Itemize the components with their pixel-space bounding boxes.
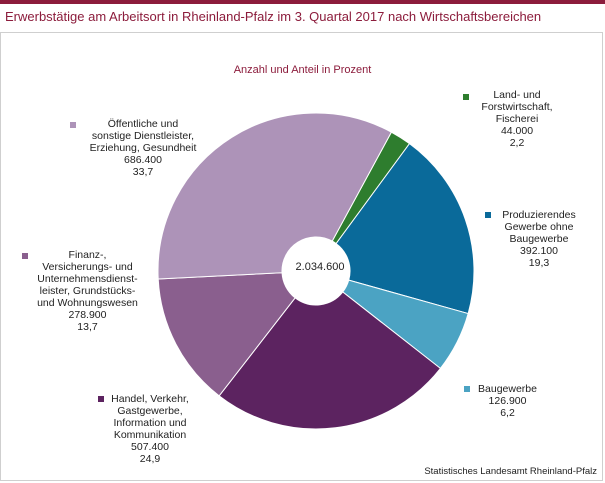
slice-label-text: Produzierendes	[502, 209, 576, 221]
slice-label-text: Baugewerbe	[509, 233, 569, 245]
donut-center-total: 2.034.600	[295, 261, 345, 273]
donut-hole	[282, 237, 350, 305]
legend-swatch-0	[463, 94, 469, 100]
slice-value-label: 507.400	[131, 441, 169, 453]
slice-label-text: Fischerei	[495, 113, 539, 125]
chart-title: Erwerbstätige am Arbeitsort in Rheinland…	[5, 9, 542, 24]
slice-percent-label: 24,9	[139, 453, 161, 465]
slice-value-label: 44.000	[500, 125, 534, 137]
slice-label-0: Land- und Forstwirtschaft, Fischerei 44.000…	[462, 89, 572, 149]
slice-label-text: sonstige Dienstleister,	[91, 130, 195, 142]
slice-percent-label: 13,7	[77, 321, 98, 333]
slice-label-2: Baugewerbe 126.900 6,2	[470, 383, 545, 419]
slice-label-5: Öffentliche und sonstige Dienstleister, Er…	[68, 118, 218, 178]
slice-label-text: Handel, Verkehr,	[111, 393, 189, 405]
slice-percent-label: 2,2	[509, 137, 525, 149]
slice-label-text: Land- und	[493, 89, 541, 101]
chart-subtitle: Anzahl und Anteil in Prozent	[233, 64, 372, 76]
slice-label-text: und Wohnungswesen	[37, 297, 138, 309]
slice-label-text: Information und	[113, 417, 187, 429]
slice-label-1: Produzierendes Gewerbe ohne Baugewerbe 392.…	[484, 209, 594, 269]
legend-swatch-4	[22, 253, 28, 259]
legend-swatch-5	[70, 122, 76, 128]
slice-label-4: Finanz-, Versicherungs- und Unternehmensdi…	[20, 249, 155, 333]
slice-label-text: leister, Grundstücks-	[39, 285, 136, 297]
slice-label-text: Finanz-,	[68, 249, 107, 261]
slice-value-label: 278.900	[68, 309, 107, 321]
slice-label-text: Erziehung, Gesundheit	[89, 142, 197, 154]
source-note: Statistisches Landesamt Rheinland-Pfalz	[424, 466, 597, 477]
legend-swatch-2	[464, 386, 470, 392]
slice-percent-label: 19,3	[528, 257, 550, 269]
slice-label-text: Forstwirtschaft,	[481, 101, 553, 113]
slice-label-3: Handel, Verkehr, Gastgewerbe, Information …	[95, 393, 205, 465]
slice-label-text: Kommunikation	[113, 429, 187, 441]
slice-percent-label: 6,2	[500, 407, 515, 419]
slice-label-text: Gewerbe ohne	[504, 221, 574, 233]
slice-label-text: Baugewerbe	[478, 383, 537, 395]
slice-percent-label: 33,7	[132, 166, 154, 178]
legend-swatch-3	[98, 396, 104, 402]
slice-label-text: Gastgewerbe,	[117, 405, 183, 417]
slice-label-text: Unternehmensdienst-	[37, 273, 138, 285]
title-bar-accent	[0, 0, 605, 4]
slice-label-text: Versicherungs- und	[42, 261, 133, 273]
slice-value-label: 392.100	[520, 245, 558, 257]
legend-swatch-1	[485, 212, 491, 218]
slice-value-label: 126.900	[488, 395, 527, 407]
slice-value-label: 686.400	[124, 154, 162, 166]
slice-label-text: Öffentliche und	[107, 118, 179, 130]
